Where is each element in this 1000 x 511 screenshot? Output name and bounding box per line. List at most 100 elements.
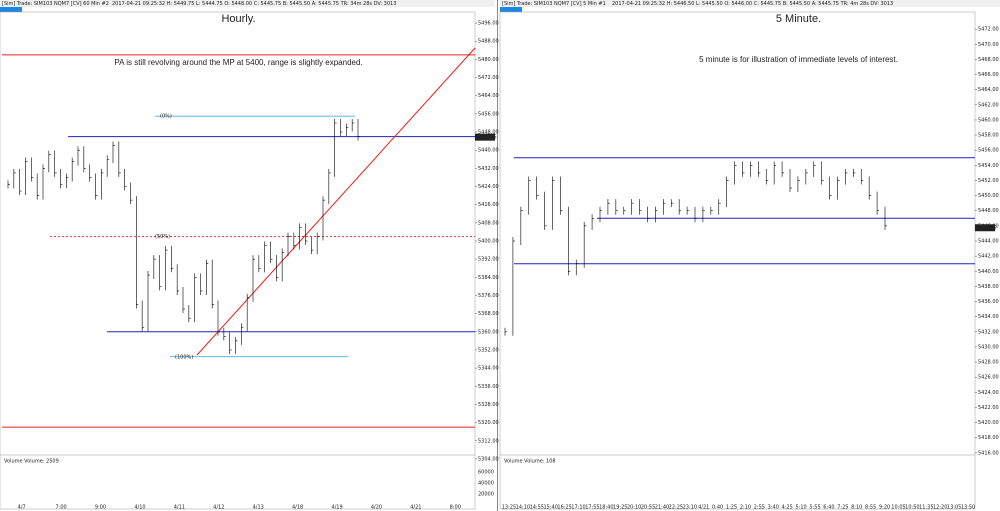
trend-line: [196, 47, 476, 356]
y-tick-label: 5444.00: [978, 239, 999, 245]
y-tick-label: 5464.00: [978, 87, 999, 93]
y-tick-label: 5424.00: [478, 184, 499, 190]
y-tick-label: 5450.00: [978, 193, 999, 199]
y-tick-label: 5458.00: [978, 133, 999, 139]
x-tick-label: 4/20: [371, 505, 382, 511]
x-tick-label: 4/21: [698, 505, 709, 511]
y-tick-label: 5464.00: [478, 93, 499, 99]
chart-header: [Sim] Trade: SIM103 NQM7 [CV] 60 Min #2: [2, 1, 109, 7]
account-badge: [500, 7, 522, 12]
chart-header: [Sim] Trade: SIM103 NQM7 [CV] 5 Min #1: [502, 1, 606, 7]
x-tick-label: 2:55: [754, 505, 765, 511]
fib-label: (50%): [155, 234, 170, 240]
volume-label: Volume Volume: 2509: [4, 459, 59, 465]
x-tick-label: 0:40: [712, 505, 723, 511]
x-tick-label: 19:25: [613, 505, 627, 511]
x-tick-label: 18:40: [599, 505, 613, 511]
x-tick-label: 17:10: [571, 505, 585, 511]
x-tick-label: 8:10: [851, 505, 862, 511]
volume-tick-label: 20000: [478, 492, 494, 498]
y-tick-label: 5392.00: [478, 257, 499, 263]
y-tick-label: 5462.00: [978, 102, 999, 108]
account-badge: [0, 7, 22, 12]
y-tick-label: 5434.00: [978, 314, 999, 320]
x-tick-label: 22:25: [669, 505, 683, 511]
x-tick-label: 9:00: [95, 505, 106, 511]
y-tick-label: 5368.00: [478, 311, 499, 317]
y-tick-label: 5460.00: [978, 117, 999, 123]
x-tick-label: 8:55: [865, 505, 876, 511]
x-tick-label: 12:20: [933, 505, 947, 511]
y-tick-label: 5472.00: [478, 75, 499, 81]
y-tick-label: 5448.00: [978, 208, 999, 214]
y-tick-label: 5438.00: [978, 284, 999, 290]
x-tick-label: 11:35: [919, 505, 933, 511]
chart-status: 2017-04-21 09:25:32 H: 5449.75 L: 5444.7…: [112, 1, 396, 7]
x-tick-label: 4/7: [18, 505, 26, 511]
x-tick-label: 10:50: [905, 505, 919, 511]
x-tick-label: 17:55: [585, 505, 599, 511]
x-tick-label: 16:25: [557, 505, 571, 511]
y-tick-label: 5336.00: [478, 384, 499, 390]
y-tick-label: 5440.00: [478, 148, 499, 154]
y-tick-label: 5452.00: [978, 178, 999, 184]
panel-note: PA is still revolving around the MP at 5…: [114, 58, 362, 67]
y-tick-label: 5456.00: [978, 148, 999, 154]
last-price-label: 5445.75: [976, 225, 997, 231]
x-tick-label: 5:55: [809, 505, 820, 511]
header-bar: [500, 0, 1000, 7]
x-tick-label: 5:10: [795, 505, 806, 511]
header-bar: [0, 0, 495, 7]
plot-frame: [499, 11, 976, 510]
plot-frame: [0, 11, 476, 510]
y-tick-label: 5480.00: [478, 57, 499, 63]
x-tick-label: 13:25: [502, 505, 516, 511]
y-tick-label: 5420.00: [978, 420, 999, 426]
x-tick-label: 4/21: [410, 505, 421, 511]
x-tick-label: 4/18: [292, 505, 303, 511]
last-price-label: 5445.75: [476, 135, 497, 141]
x-tick-label: 4:25: [782, 505, 793, 511]
y-tick-label: 5304.00: [478, 456, 499, 462]
x-tick-label: 20:10: [627, 505, 641, 511]
y-tick-label: 5428.00: [978, 360, 999, 366]
y-tick-label: 5418.00: [978, 435, 999, 441]
y-tick-label: 5328.00: [478, 402, 499, 408]
y-tick-label: 5456.00: [478, 111, 499, 117]
x-tick-label: 4/12: [213, 505, 224, 511]
x-tick-label: 23:10: [683, 505, 697, 511]
x-tick-label: 2:10: [740, 505, 751, 511]
y-tick-label: 5422.00: [978, 405, 999, 411]
y-tick-label: 5400.00: [478, 239, 499, 245]
y-tick-label: 5466.00: [978, 72, 999, 78]
panel-title: 5 Minute.: [776, 13, 821, 25]
y-tick-label: 5384.00: [478, 275, 499, 281]
x-tick-label: 20:55: [641, 505, 655, 511]
last-price-tag: [975, 224, 995, 232]
x-tick-label: 15:40: [543, 505, 557, 511]
y-tick-label: 5344.00: [478, 366, 499, 372]
x-tick-label: 6:40: [823, 505, 834, 511]
x-tick-label: 8:00: [450, 505, 461, 511]
y-tick-label: 5416.00: [978, 450, 999, 456]
y-tick-label: 5472.00: [978, 27, 999, 33]
y-tick-label: 5430.00: [978, 344, 999, 350]
x-tick-label: 1:25: [726, 505, 737, 511]
x-tick-label: 14:10: [516, 505, 530, 511]
y-tick-label: 5424.00: [978, 390, 999, 396]
y-tick-label: 5376.00: [478, 293, 499, 299]
y-tick-label: 5426.00: [978, 375, 999, 381]
x-tick-label: 3:40: [768, 505, 779, 511]
x-tick-label: 21:40: [655, 505, 669, 511]
y-tick-label: 5360.00: [478, 329, 499, 335]
x-tick-label: 4/13: [253, 505, 264, 511]
panel-note: 5 minute is for illustration of immediat…: [699, 55, 898, 64]
x-tick-label: 4/10: [134, 505, 145, 511]
x-tick-label: 13:50: [961, 505, 975, 511]
y-tick-label: 5440.00: [978, 269, 999, 275]
y-tick-label: 5432.00: [478, 166, 499, 172]
y-tick-label: 5408.00: [478, 220, 499, 226]
fib-label: (100%): [175, 354, 193, 360]
y-tick-label: 5312.00: [478, 438, 499, 444]
y-tick-label: 5416.00: [478, 202, 499, 208]
